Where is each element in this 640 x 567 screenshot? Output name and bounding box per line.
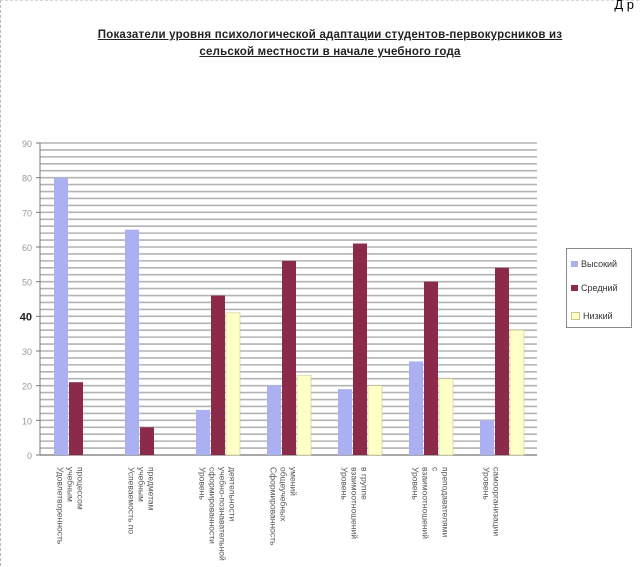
legend-item: Низкий	[571, 311, 613, 321]
legend-label: Низкий	[583, 311, 613, 321]
bar-Высокий	[480, 420, 494, 455]
x-tick-label: Уровеньсамоорганизации	[482, 467, 502, 536]
bar-Низкий	[438, 378, 454, 456]
y-tick-label: 10	[22, 416, 32, 426]
legend-label: Высокий	[581, 259, 618, 269]
bar-Низкий	[367, 385, 383, 456]
bar-Высокий	[54, 177, 68, 455]
bar-Средний	[69, 382, 83, 455]
bar-Низкий	[225, 312, 241, 456]
legend-label: Средний	[581, 283, 618, 293]
y-tick-label: 80	[22, 174, 32, 184]
x-tick-label: Уровеньсформированностиучебно-познавател…	[198, 467, 238, 561]
legend-swatch	[571, 285, 578, 291]
bar-Низкий	[296, 374, 312, 456]
bar-Высокий	[409, 361, 423, 455]
y-tick-label: 60	[22, 243, 32, 253]
chart-title: Показатели уровня психологической адапта…	[97, 29, 563, 58]
bar-Низкий	[509, 329, 525, 456]
y-tick-label: 20	[22, 382, 32, 392]
legend-swatch	[571, 312, 580, 320]
y-tick-label: 70	[22, 208, 32, 218]
bar-Высокий	[125, 229, 139, 455]
bar-Средний	[282, 260, 296, 455]
bar-Средний	[353, 243, 367, 455]
legend-swatch	[571, 261, 578, 267]
bar-Высокий	[267, 385, 281, 455]
x-tick-label: Удовлетворенностьучебнымпроцессом	[56, 467, 86, 545]
y-tick-label: 50	[22, 278, 32, 288]
x-tick-label: Уровеньвзаимоотношенийв группе	[340, 467, 370, 539]
y-tick-label: 90	[22, 139, 32, 149]
bar-Средний	[424, 281, 438, 455]
corner-text: Д р	[614, 0, 634, 12]
x-tick-label: Уровеньвзаимоотношенийспреподавателями	[411, 467, 451, 539]
bar-Средний	[140, 427, 154, 455]
chart-legend: Высокий Средний Низкий	[566, 248, 632, 328]
bar-Средний	[495, 267, 509, 455]
x-tick-label: Успеваемость поучебнымпредметам	[127, 467, 157, 534]
bar-Высокий	[196, 409, 210, 455]
legend-item: Высокий	[571, 259, 617, 269]
y-tick-label: 0	[27, 451, 32, 461]
y-tick-label: 30	[22, 347, 32, 357]
y-tick-label: 40	[20, 311, 32, 323]
bar-Средний	[211, 295, 225, 455]
legend-item: Средний	[571, 283, 618, 293]
bar-Высокий	[338, 389, 352, 455]
x-tick-label: Сформированностьобщеучебныхумений	[269, 467, 299, 546]
